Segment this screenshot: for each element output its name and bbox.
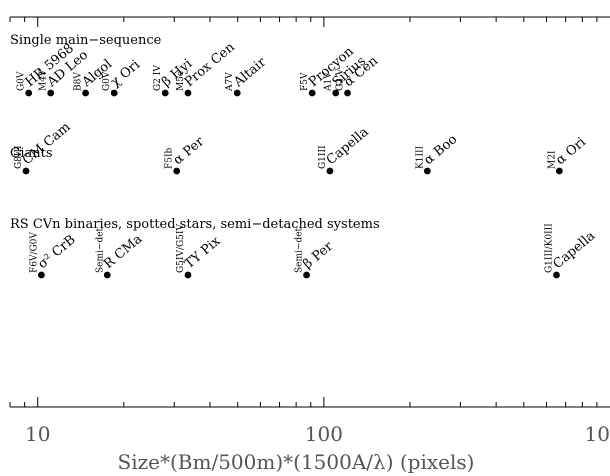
star-name-label: σ² CrB [35, 232, 78, 272]
star-point [25, 89, 33, 97]
star-name-label: R CMa [101, 232, 145, 273]
star-point [326, 167, 334, 175]
star-point [423, 167, 431, 175]
star-point [344, 89, 351, 97]
star-name-label: Altair [230, 54, 269, 90]
spectral-type-label: A1V [324, 72, 334, 92]
spectral-type-label: M4V [39, 69, 49, 91]
star-point [161, 89, 169, 97]
star-name-label: α Boo [421, 132, 460, 168]
spectral-type-label: G0V [102, 71, 112, 91]
spectral-type-label: A7V [225, 72, 235, 92]
star-name-label: χ Ori [108, 57, 143, 90]
star-point [82, 89, 90, 97]
star-point [553, 271, 560, 279]
star-point [303, 271, 310, 279]
spectral-type-label: G8III [14, 145, 24, 169]
star-group: RS CVn binaries, spotted stars, semi−det… [10, 217, 598, 279]
star-point [555, 167, 563, 175]
spectral-type-label: F5V [300, 72, 310, 91]
star-point [184, 271, 192, 279]
x-tick-label: 10 [25, 422, 50, 446]
star-point [47, 89, 55, 97]
spectral-type-label: F5Ib [165, 147, 175, 169]
group-title: Single main−sequence [10, 33, 162, 48]
spectral-type-label: G5IV/G5IV [176, 224, 186, 273]
star-name-label: β Per [300, 238, 336, 272]
star-name-label: TY Pix [182, 233, 224, 272]
star-name-label: α Ori [553, 135, 589, 168]
spectral-type-label: M5e [176, 71, 186, 91]
star-point [38, 271, 45, 279]
star-point [332, 89, 340, 97]
x-tick-label: 1000 [585, 422, 610, 446]
spectral-type-label: G0V [17, 71, 27, 91]
x-tick-labels: 10 100 1000 [25, 422, 610, 446]
x-axis-title: Size*(Bm/500m)*(1500A/λ) (pixels) [118, 450, 475, 474]
spectral-type-label: Semi−det [295, 227, 305, 273]
star-point [22, 167, 30, 175]
star-point [308, 89, 316, 97]
spectral-type-label: G1III/K0III [544, 223, 554, 273]
star-name-label: Capella [324, 124, 372, 168]
star-point [110, 89, 118, 97]
spectral-type-label: B8V [74, 72, 84, 91]
spectral-type-label: F6V/G0V [29, 232, 39, 273]
group-title: RS CVn binaries, spotted stars, semi−det… [10, 217, 380, 232]
spectral-type-label: K1III [415, 145, 425, 169]
spectral-type-label: G2 V [336, 68, 346, 91]
spectral-type-label: M2I [547, 150, 557, 169]
star-point [103, 271, 111, 279]
star-point [233, 89, 241, 97]
star-name-label: Capella [550, 228, 598, 272]
spectral-type-label: G2 IV [153, 65, 163, 91]
star-name-label: α Per [171, 134, 208, 168]
star-point [173, 167, 181, 175]
spectral-type-label: G1III [318, 145, 328, 169]
x-tick-label: 100 [305, 422, 343, 446]
spectral-type-label: Semi−det [95, 227, 105, 273]
star-point [184, 89, 192, 97]
group-title: Giants [10, 146, 53, 161]
axis-ticks [9, 17, 598, 407]
